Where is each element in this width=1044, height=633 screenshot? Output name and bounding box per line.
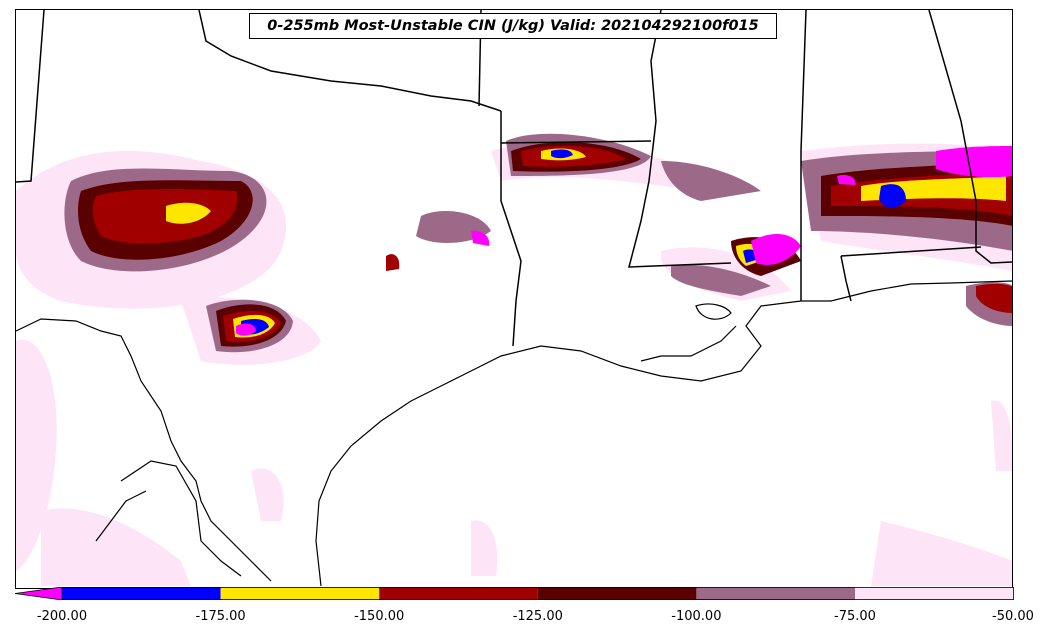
- colorbar: [15, 587, 1014, 600]
- map-title: 0-255mb Most-Unstable CIN (J/kg) Valid: …: [249, 13, 777, 39]
- mexico-border: [16, 318, 272, 582]
- colorbar-bin-light-pink: [855, 587, 1014, 600]
- colorbar-tick-label: -50.00: [992, 609, 1034, 624]
- colorbar-bin-blue: [62, 587, 221, 600]
- colorbar-bin-dark-red: [537, 587, 697, 600]
- coastline: [315, 280, 1012, 587]
- cin-map: [16, 10, 1012, 587]
- colorbar-bin-mauve: [696, 587, 855, 600]
- colorbar-bin-yellow: [220, 587, 380, 600]
- colorbar-tick-label: -175.00: [195, 609, 246, 624]
- state-boundaries: [16, 10, 1012, 347]
- colorbar-bin-red: [379, 587, 538, 600]
- colorbar-tick-label: -125.00: [512, 609, 563, 624]
- map-panel: [15, 9, 1013, 589]
- colorbar-tick-label: -150.00: [354, 609, 405, 624]
- cin-magenta-regions: [236, 146, 1012, 336]
- colorbar-tick-label: -75.00: [834, 609, 876, 624]
- colorbar-tick-label: -100.00: [671, 609, 722, 624]
- colorbar-extend-arrow: [15, 587, 63, 600]
- colorbar-tick-label: -200.00: [36, 609, 88, 624]
